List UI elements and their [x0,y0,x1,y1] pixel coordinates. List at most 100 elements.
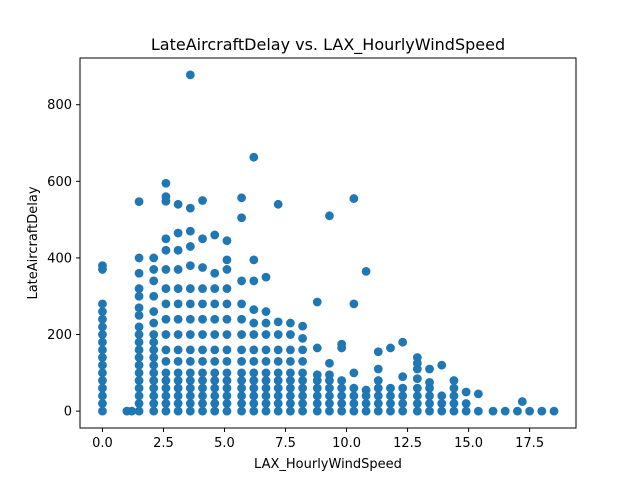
data-point [210,406,220,416]
data-point [273,356,283,366]
data-point [161,299,171,309]
data-point [337,339,347,349]
data-point [312,383,322,393]
data-point [185,356,195,366]
data-point [185,376,195,385]
y-axis-ticks: 0 200 400 600 800 [47,98,80,420]
data-point [149,399,159,408]
data-point [198,263,207,272]
data-point [173,265,183,274]
data-point [261,391,271,401]
data-point [286,406,295,416]
data-point [373,383,383,393]
data-point [210,368,220,378]
data-point [412,383,422,393]
data-point [398,406,408,416]
data-point [161,192,171,202]
data-point [298,383,308,393]
data-point [286,376,295,385]
data-point [185,242,195,251]
data-point [249,399,259,408]
data-point [198,314,207,324]
data-point [249,330,259,339]
data-point [373,406,383,416]
data-point [525,406,535,416]
data-point [173,245,183,255]
data-point [286,356,295,366]
data-point [222,255,232,265]
data-point [98,399,107,408]
data-point [361,266,371,276]
data-point [222,345,232,355]
data-point [134,330,144,339]
data-point [198,356,207,366]
x-tick-label: 5.0 [214,436,235,451]
data-point [98,330,107,339]
data-point [185,314,195,324]
data-point [237,391,246,401]
data-point [173,356,183,366]
data-point [325,406,334,416]
data-point [185,261,195,270]
data-point [237,299,246,309]
data-point [449,399,459,408]
data-point [161,178,171,188]
data-point [210,230,220,240]
data-point [127,406,137,416]
data-point [461,399,471,408]
data-point [337,399,347,408]
data-point [449,376,459,385]
data-point [349,194,359,203]
data-point [312,391,322,401]
data-point [185,391,195,401]
data-point [298,333,308,343]
data-point [298,406,308,416]
data-point [349,406,359,416]
data-point [312,406,322,416]
data-point [161,376,171,385]
data-point [222,330,232,339]
data-point [161,234,171,244]
data-point [222,368,232,378]
data-point [149,337,159,347]
data-point [173,406,183,416]
data-point [549,406,559,416]
data-point [149,383,159,393]
data-point [517,397,527,406]
data-point [473,389,483,399]
data-point [237,406,246,416]
y-tick-label: 800 [47,98,72,113]
data-point [134,253,144,263]
data-point [286,383,295,393]
data-point [98,406,107,416]
data-point [273,345,283,355]
data-point [210,376,220,385]
data-point [198,406,207,416]
data-point [185,226,195,236]
data-point [398,399,408,408]
data-point [134,376,144,385]
data-point [237,213,246,223]
data-point [161,391,171,401]
data-point [149,253,159,263]
data-point [437,360,447,370]
data-point [398,372,408,382]
data-point [134,310,144,320]
data-point [298,356,308,366]
data-point [425,391,434,401]
data-point [449,391,459,401]
data-point [222,265,232,274]
data-point [237,345,246,355]
data-point [173,345,183,355]
data-point [237,276,246,286]
data-point [298,368,308,378]
data-point [437,391,447,401]
data-point [161,368,171,378]
data-point [149,360,159,370]
data-point [149,307,159,316]
data-point [337,383,347,393]
y-tick-label: 600 [47,175,72,190]
data-point [249,255,259,265]
data-point [249,318,259,328]
data-point [222,399,232,408]
